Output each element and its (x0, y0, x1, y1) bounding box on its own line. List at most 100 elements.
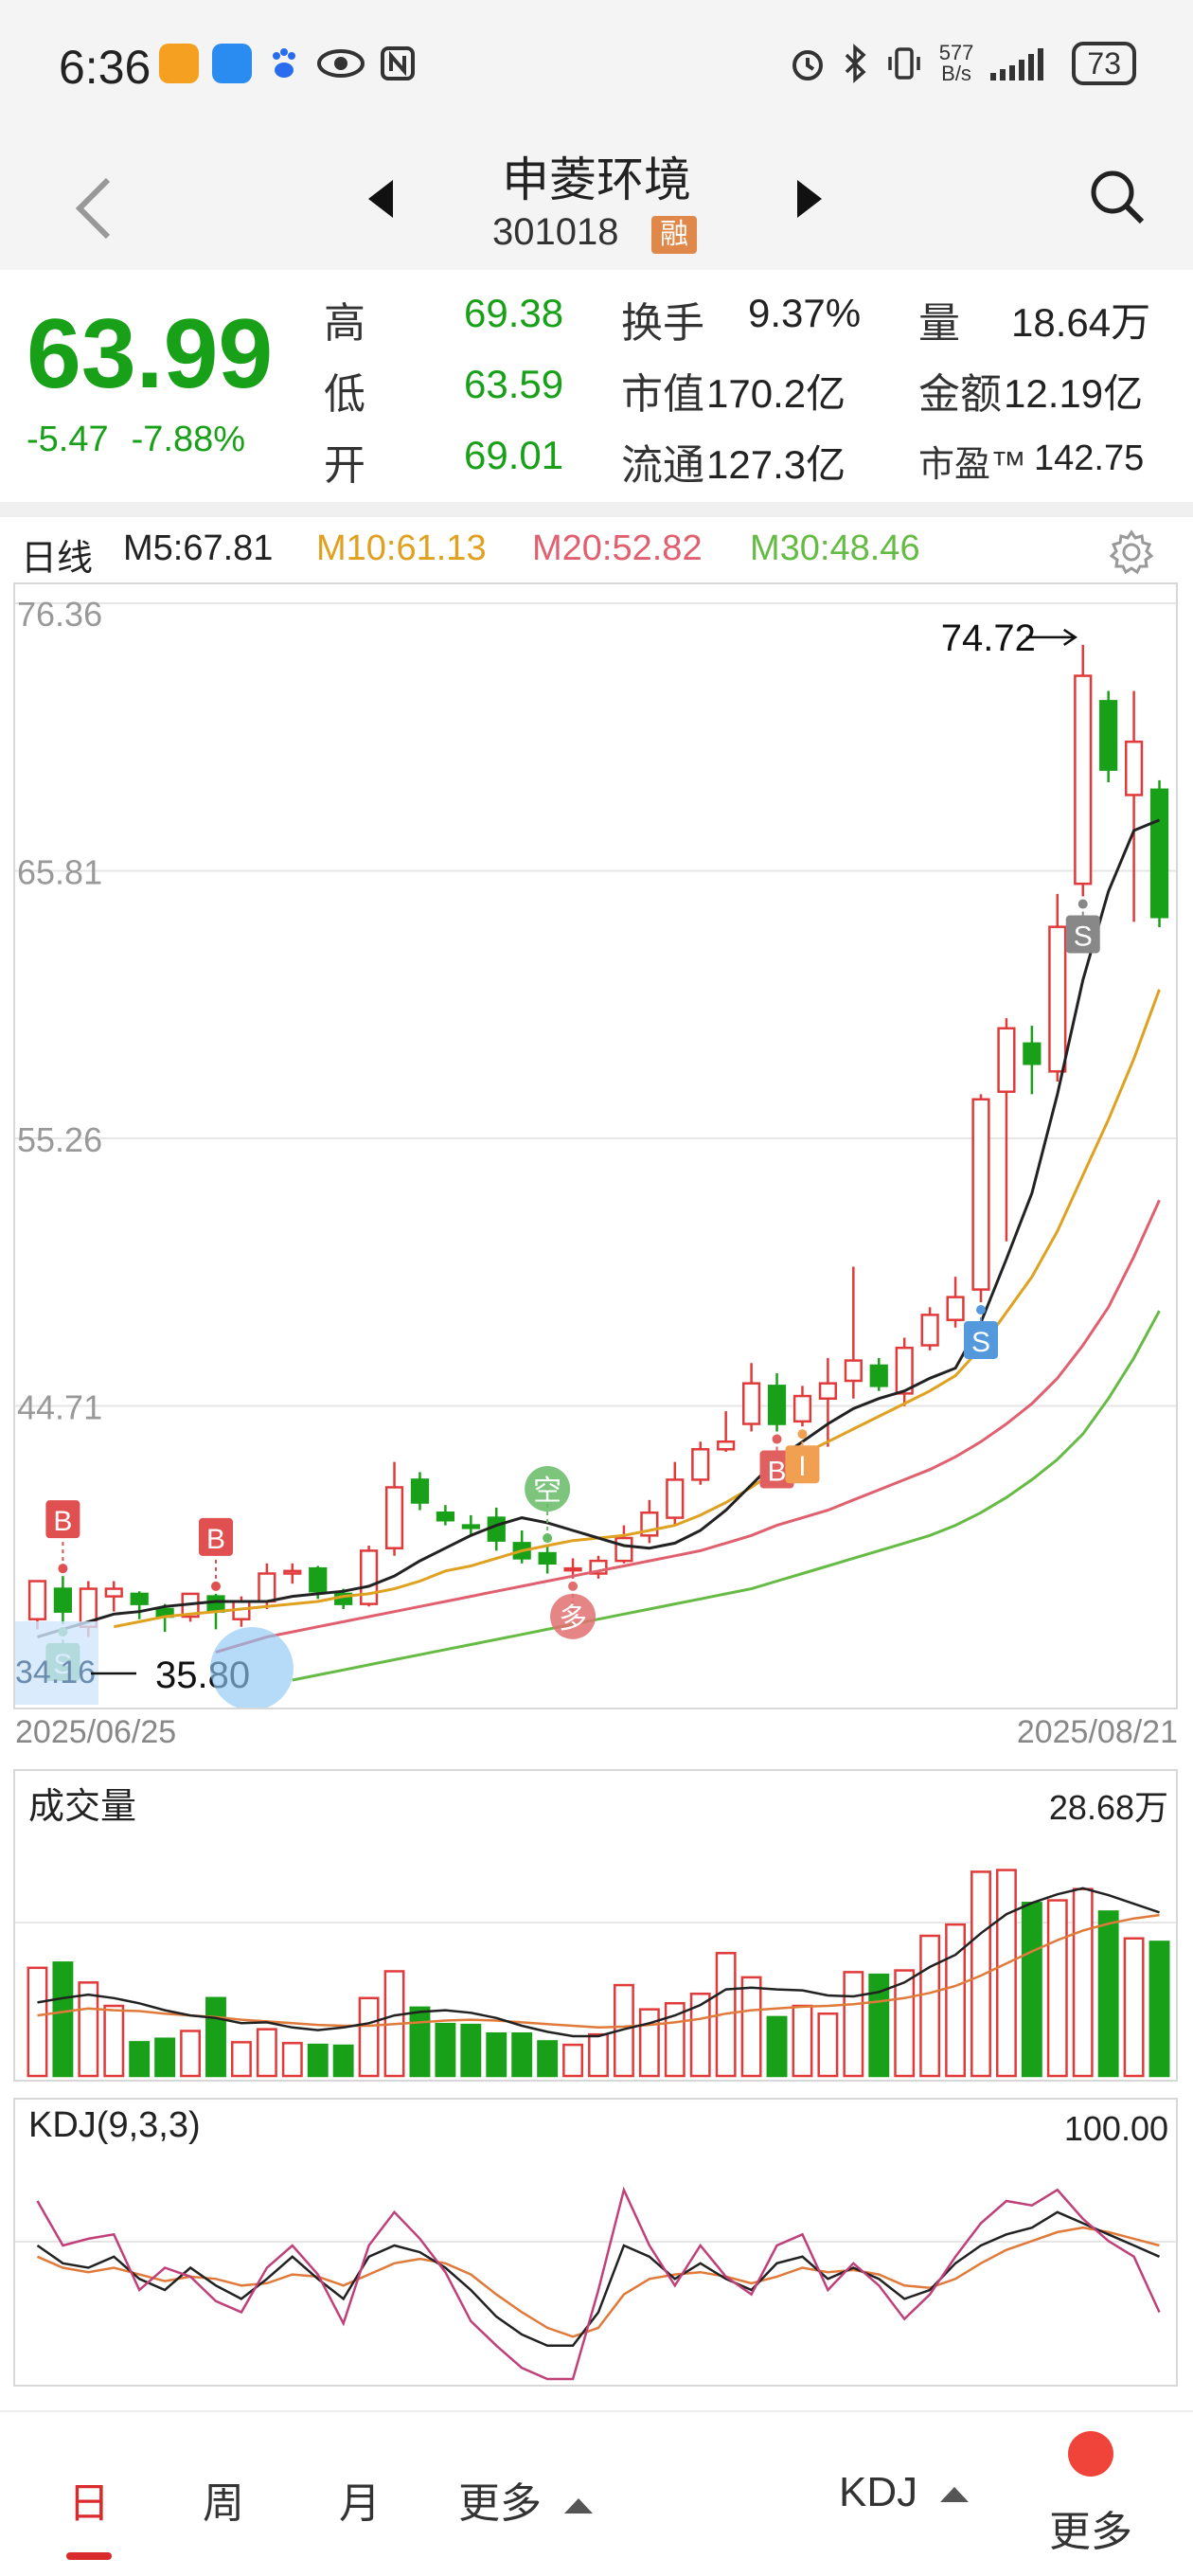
signal-text: B (53, 1506, 72, 1537)
ma20-line (215, 1199, 1161, 1654)
pe-ttm-label: 市盈™ (918, 445, 1027, 485)
candle-body (563, 1566, 582, 1572)
app-notification-icon (159, 44, 199, 83)
candle-body (104, 1587, 123, 1598)
back-arrow-icon[interactable] (66, 170, 123, 246)
baidu-icon (265, 45, 303, 82)
candle-body (1149, 788, 1169, 919)
open-value: 69.01 (464, 433, 564, 477)
candlestick-chart[interactable]: 76.3665.8155.2644.71BSB空多BISS74.7234.163… (15, 584, 1176, 1710)
volume-bar (27, 1966, 48, 2078)
triangle-up-icon (564, 2498, 593, 2514)
candle-body (130, 1592, 149, 1605)
tab-indicator[interactable]: KDJ (839, 2469, 970, 2516)
candle-body (742, 1382, 761, 1425)
battery-indicator: 73 (1072, 42, 1136, 85)
bluetooth-icon (843, 44, 869, 83)
candle-body (53, 1587, 72, 1613)
tab-day[interactable]: 日 (68, 2480, 110, 2527)
volume-bar (180, 2030, 202, 2078)
candle-body (1023, 1042, 1042, 1065)
triangle-up-icon (940, 2487, 970, 2503)
signal-dot (797, 1429, 808, 1440)
volume-bar (638, 2008, 660, 2078)
turnover-label: 换手 (621, 300, 704, 347)
next-stock-icon[interactable] (793, 178, 826, 224)
search-icon[interactable] (1087, 167, 1148, 232)
market-cap-label: 市值 (621, 371, 704, 418)
signal-dot (211, 1581, 221, 1591)
candle-body (436, 1511, 454, 1522)
volume-ma-long (37, 1913, 1160, 2030)
signal-dot (543, 1533, 553, 1544)
candle-body (283, 1569, 302, 1575)
bottom-period-bar: 日 周 月 更多 KDJ 更多 (0, 2410, 1193, 2576)
notification-icons (159, 44, 417, 83)
signal-icon (988, 45, 1057, 82)
volume-label: 量 (918, 300, 960, 347)
candle-body (487, 1516, 506, 1542)
x-end-date: 2025/08/21 (1016, 1714, 1178, 1750)
candle-body (869, 1364, 888, 1387)
tab-more-periods[interactable]: 更多 (458, 2469, 593, 2530)
y-tick-label: 55.26 (17, 1120, 102, 1159)
signal-dot (976, 1304, 986, 1315)
y-tick-label: 44.71 (17, 1388, 102, 1427)
ma-legend: 日线 M5:67.81 M10:61.13 M20:52.82 M30:48.4… (0, 523, 1193, 580)
volume-bar (1148, 1941, 1170, 2078)
volume-bar (486, 2031, 507, 2078)
kdj-chart (15, 2186, 1176, 2381)
signal-badge (964, 1320, 998, 1359)
volume-panel[interactable]: 成交量 28.68万 (13, 1769, 1178, 2082)
candle-body (309, 1566, 328, 1593)
volume-bar (52, 1961, 74, 2078)
price-chart[interactable]: 76.3665.8155.2644.71BSB空多BISS74.7234.163… (13, 582, 1178, 1710)
tab-month[interactable]: 月 (339, 2480, 381, 2527)
notification-dot-icon (1068, 2431, 1113, 2477)
gear-icon[interactable] (1108, 528, 1155, 585)
candle-body (792, 1394, 812, 1423)
signal-badge (199, 1517, 233, 1556)
candle-body (666, 1478, 685, 1519)
stock-code: 301018 (492, 211, 619, 253)
more-menu-button[interactable]: 更多 (1049, 2509, 1132, 2555)
volume-bar (332, 2044, 354, 2078)
stock-header: 申菱环境 301018 融 (0, 133, 1193, 270)
kdj-panel[interactable]: KDJ(9,3,3) 100.00 (13, 2098, 1178, 2387)
period-label[interactable]: 日线 (21, 539, 94, 579)
signal-dot (568, 1581, 579, 1591)
high-arrow-icon (1025, 628, 1077, 646)
low-shade (15, 1621, 98, 1705)
change-amount: -5.47 (27, 420, 109, 459)
candle-body (997, 1027, 1016, 1093)
volume-bar (970, 1870, 991, 2078)
tab-week[interactable]: 周 (203, 2480, 244, 2527)
volume-bar (103, 2004, 125, 2078)
margin-badge: 融 (651, 216, 697, 254)
candle-body (1125, 740, 1144, 796)
candle-body (717, 1440, 736, 1451)
net-speed-value: 577 (938, 41, 974, 64)
signal-text: I (798, 1451, 806, 1482)
volume-value: 18.64万 (1011, 300, 1151, 345)
signal-badge (785, 1445, 820, 1484)
status-bar: 6:36 577 B/s 73 (0, 0, 1193, 133)
prev-stock-icon[interactable] (365, 178, 397, 224)
signal-text: 空 (533, 1476, 561, 1507)
high-label: 高 (324, 300, 365, 347)
volume-bar (945, 1923, 967, 2078)
volume-bar (409, 2006, 431, 2078)
volume-bar (307, 2043, 329, 2078)
candle-body (818, 1382, 837, 1400)
candle-body (360, 1549, 379, 1605)
kdj-k-line (36, 2210, 1161, 2348)
price-change: -5.47 -7.88% (27, 420, 268, 460)
ma20-label: M20:52.82 (532, 528, 703, 568)
candle-body (614, 1536, 633, 1563)
volume-bar (588, 2032, 609, 2078)
float-cap-value: 127.3亿 (706, 442, 846, 487)
net-speed: 577 B/s (939, 43, 974, 84)
open-label: 开 (324, 442, 365, 489)
volume-chart (15, 1869, 1176, 2078)
low-label: 低 (324, 371, 365, 418)
